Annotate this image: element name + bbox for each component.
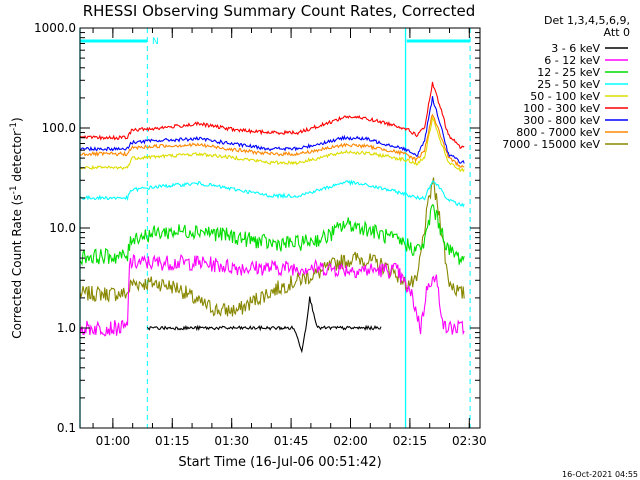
x-tick-label-2: 01:30: [214, 434, 249, 448]
series-line-5: [79, 81, 465, 150]
y-tick-label-3: 100.0: [42, 121, 76, 135]
x-axis: 01:00 01:15 01:30 01:45 02:00 02:15 02:30: [92, 28, 487, 448]
y-axis-label: Corrected Count Rate (s-1 detector-1): [9, 117, 24, 338]
series-line-4: [79, 115, 465, 173]
x-tick-label-6: 02:30: [452, 434, 487, 448]
series-line-3: [79, 179, 465, 208]
y-tick-label-4: 1000.0: [34, 21, 76, 35]
night-bars: N: [80, 37, 471, 47]
x-tick-label-1: 01:15: [155, 434, 190, 448]
legend-label-4: 50 - 100 keV: [530, 90, 600, 103]
y-tick-label-2: 10.0: [49, 221, 76, 235]
legend-label-6: 300 - 800 keV: [523, 114, 600, 127]
footer-timestamp: 16-Oct-2021 04:55: [562, 470, 638, 479]
series-layer: [79, 81, 465, 354]
legend-label-0: 3 - 6 keV: [551, 42, 600, 55]
legend-header-2: Att 0: [604, 26, 630, 39]
chart-title: RHESSI Observing Summary Count Rates, Co…: [83, 2, 476, 20]
legend-label-7: 800 - 7000 keV: [516, 126, 600, 139]
legend-label-5: 100 - 300 keV: [523, 102, 600, 115]
x-tick-label-3: 01:45: [274, 434, 309, 448]
legend-header-1: Det 1,3,4,5,6,9,: [544, 14, 630, 27]
legend-label-2: 12 - 25 keV: [537, 66, 600, 79]
series-line-1: [79, 254, 465, 337]
series-line-2: [79, 204, 465, 267]
legend-label-1: 6 - 12 keV: [544, 54, 600, 67]
x-tick-label-0: 01:00: [96, 434, 131, 448]
y-axis: 0.1 1.0 10.0 100.0 1000.0: [34, 21, 480, 435]
legend-label-3: 25 - 50 keV: [537, 78, 600, 91]
y-tick-label-0: 0.1: [57, 421, 76, 435]
x-tick-label-5: 02:15: [393, 434, 428, 448]
night-label: N: [152, 37, 159, 47]
series-line-6: [80, 96, 465, 164]
plot-frame: [79, 27, 481, 429]
y-tick-label-1: 1.0: [57, 321, 76, 335]
x-axis-label: Start Time (16-Jul-06 00:51:42): [178, 455, 381, 470]
series-line-7: [79, 113, 465, 168]
attenuator-lines: [79, 28, 471, 428]
series-line-0: [146, 296, 382, 354]
x-tick-label-4: 02:00: [333, 434, 368, 448]
legend-label-8: 7000 - 15000 keV: [502, 138, 600, 151]
